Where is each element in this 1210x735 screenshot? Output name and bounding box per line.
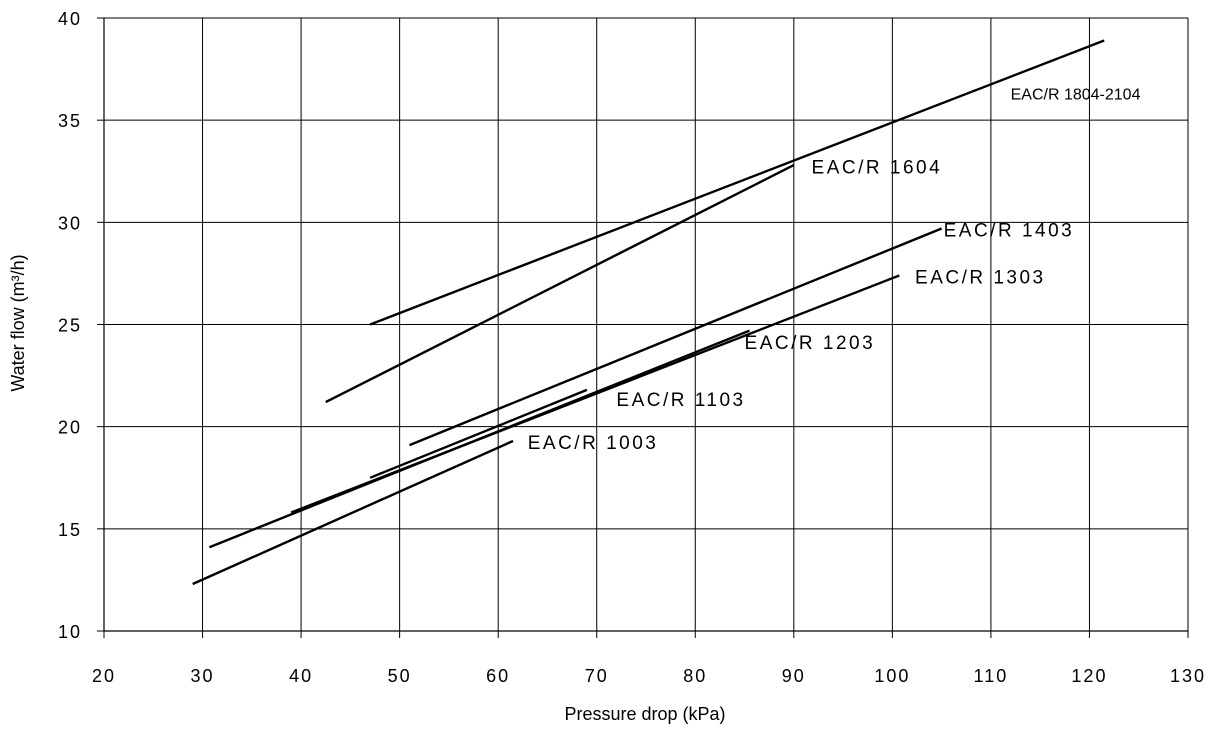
series-labels: EAC/R 1003 EAC/R 1103 EAC/R 1203 EAC/R 1303… — [528, 87, 1141, 454]
series-label: EAC/R 1003 — [528, 433, 659, 454]
y-tick-label: 35 — [58, 111, 82, 131]
x-axis-title: Pressure drop (kPa) — [564, 704, 725, 724]
x-tick-label: 50 — [388, 666, 412, 686]
series-label: EAC/R 1604 — [812, 157, 943, 178]
x-tick-label: 90 — [782, 666, 806, 686]
series-line — [192, 439, 514, 586]
axes: 20 30 40 50 60 70 80 90 100 110 120 130 10 15 20 25 30 35… — [58, 9, 1206, 686]
x-tick-label: 40 — [289, 666, 313, 686]
y-axis-title: Water flow (m³/h) — [8, 254, 28, 391]
series-line — [290, 274, 900, 514]
x-tick-label: 130 — [1170, 666, 1206, 686]
series-label: EAC/R 1403 — [944, 221, 1075, 242]
grid — [104, 17, 1189, 631]
x-tick-label: 110 — [974, 666, 1009, 686]
y-tick-label: 20 — [58, 418, 82, 438]
y-tick-label: 15 — [58, 520, 82, 540]
y-tick-label: 25 — [58, 316, 82, 336]
y-tick-label: 10 — [58, 622, 82, 642]
series-line — [409, 227, 943, 447]
x-tick-label: 70 — [585, 666, 609, 686]
x-tick-label: 30 — [191, 666, 215, 686]
x-tick-label: 100 — [874, 666, 910, 686]
x-tick-label: 20 — [92, 666, 116, 686]
series-lines — [192, 39, 1105, 586]
series-label: EAC/R 1203 — [745, 333, 876, 354]
x-tick-label: 80 — [683, 666, 707, 686]
series-label: EAC/R 1103 — [616, 390, 745, 411]
series-label: EAC/R 1303 — [915, 268, 1046, 289]
series-line — [369, 388, 588, 479]
series-label: EAC/R 1804-2104 — [1011, 87, 1141, 104]
series-line — [325, 164, 795, 404]
x-tick-label: 120 — [1071, 666, 1107, 686]
series-line — [369, 39, 1105, 326]
x-tick-label: 60 — [486, 666, 510, 686]
y-tick-label: 30 — [58, 213, 82, 233]
y-tick-label: 40 — [58, 9, 82, 29]
